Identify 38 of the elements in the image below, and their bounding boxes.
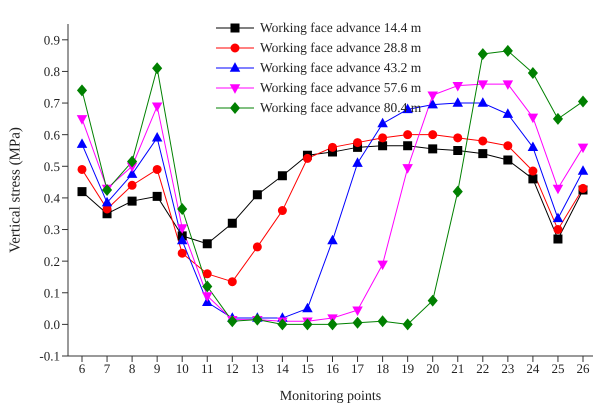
legend-label: Working face advance 43.2 m bbox=[260, 59, 422, 77]
legend-label: Working face advance 57.6 m bbox=[260, 79, 422, 97]
x-tick-label: 8 bbox=[128, 361, 136, 376]
y-tick-label: 0.3 bbox=[44, 222, 60, 238]
y-tick-label: 0.6 bbox=[44, 127, 60, 142]
y-tick-label: 0.8 bbox=[44, 64, 60, 80]
y-tick-label: 0.2 bbox=[44, 254, 60, 269]
x-tick-label: 7 bbox=[104, 361, 111, 376]
y-axis-title: Vertical stress (MPa) bbox=[7, 127, 24, 253]
x-tick-label: 12 bbox=[226, 361, 239, 376]
x-tick-label: 9 bbox=[154, 361, 160, 376]
x-tick-label: 26 bbox=[576, 361, 590, 376]
x-axis-title: Monitoring points bbox=[280, 389, 382, 404]
legend-label: Working face advance 28.8 m bbox=[260, 39, 422, 57]
x-tick-label: 19 bbox=[401, 361, 414, 376]
y-tick-label: 0.7 bbox=[44, 96, 60, 111]
x-tick-label: 13 bbox=[250, 361, 264, 376]
x-tick-label: 14 bbox=[276, 361, 290, 376]
y-tick-label: 0.5 bbox=[44, 158, 60, 174]
x-tick-label: 17 bbox=[351, 361, 365, 376]
x-tick-label: 15 bbox=[300, 361, 314, 376]
x-tick-label: 6 bbox=[78, 361, 86, 376]
x-tick-label: 24 bbox=[526, 361, 540, 376]
y-tick-label: -0.1 bbox=[39, 348, 60, 364]
x-tick-label: 22 bbox=[476, 361, 490, 376]
x-tick-label: 11 bbox=[200, 361, 214, 376]
y-tick-label: 0.1 bbox=[44, 285, 60, 300]
y-tick-label: 0.9 bbox=[44, 32, 60, 48]
y-tick-label: 0.4 bbox=[44, 190, 60, 206]
legend-label: Working face advance 14.4 m bbox=[260, 19, 422, 37]
x-tick-label: 25 bbox=[551, 361, 564, 376]
x-tick-label: 10 bbox=[176, 361, 189, 376]
x-tick-label: 20 bbox=[426, 361, 440, 376]
x-tick-label: 18 bbox=[376, 361, 390, 376]
y-tick-label: 0.0 bbox=[44, 316, 60, 332]
x-tick-label: 21 bbox=[451, 361, 464, 376]
x-tick-label: 23 bbox=[501, 361, 514, 376]
x-tick-label: 16 bbox=[326, 361, 340, 376]
